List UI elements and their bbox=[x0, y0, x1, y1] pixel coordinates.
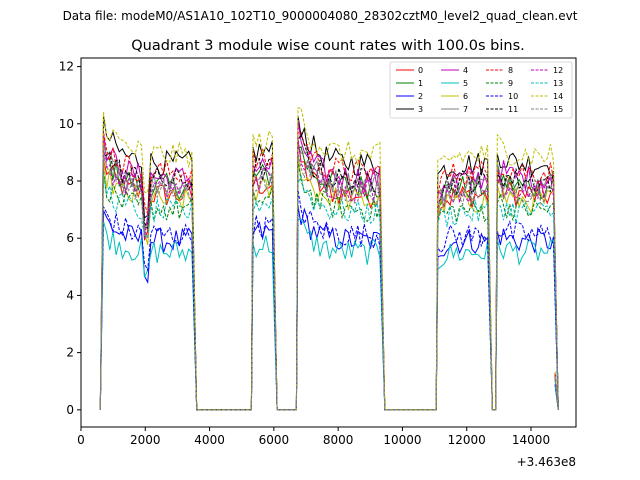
series-line-2 bbox=[99, 205, 559, 411]
x-tick-label: 2000 bbox=[130, 433, 161, 447]
series-line-15 bbox=[99, 153, 559, 411]
series-layer bbox=[99, 107, 559, 411]
series-line-8 bbox=[99, 132, 559, 411]
x-tick-label: 10000 bbox=[383, 433, 421, 447]
series-line-7 bbox=[99, 143, 559, 411]
legend-label-10: 10 bbox=[508, 92, 518, 101]
series-line-11 bbox=[99, 132, 559, 411]
legend-label-6: 6 bbox=[463, 92, 468, 101]
x-axis-offset-label: +3.463e8 bbox=[517, 455, 576, 469]
series-line-4 bbox=[99, 119, 559, 411]
legend-label-12: 12 bbox=[553, 66, 563, 75]
y-tick-label: 0 bbox=[66, 403, 74, 417]
x-tick-label: 6000 bbox=[259, 433, 290, 447]
x-tick-label: 4000 bbox=[194, 433, 225, 447]
legend-label-0: 0 bbox=[418, 66, 423, 75]
legend-label-15: 15 bbox=[553, 105, 563, 114]
x-tick-label: 8000 bbox=[323, 433, 354, 447]
legend-label-14: 14 bbox=[553, 92, 563, 101]
x-tick-label: 12000 bbox=[448, 433, 486, 447]
legend-frame bbox=[389, 61, 573, 119]
series-line-14 bbox=[99, 107, 559, 411]
y-axis: 0 2 4 6 8 10 12 bbox=[59, 60, 81, 417]
chart-title: Quadrant 3 module wise count rates with … bbox=[131, 38, 525, 54]
legend-label-13: 13 bbox=[553, 79, 563, 88]
legend-label-9: 9 bbox=[508, 79, 513, 88]
legend-label-4: 4 bbox=[463, 66, 468, 75]
series-line-12 bbox=[99, 136, 559, 411]
legend-label-11: 11 bbox=[508, 105, 518, 114]
plot-frame bbox=[80, 57, 577, 428]
legend-label-7: 7 bbox=[463, 105, 468, 114]
y-tick-label: 8 bbox=[66, 174, 74, 188]
series-line-10 bbox=[99, 189, 559, 411]
legend-label-3: 3 bbox=[418, 105, 423, 114]
y-tick-label: 12 bbox=[59, 60, 74, 74]
series-line-13 bbox=[99, 174, 559, 411]
y-tick-label: 4 bbox=[66, 288, 74, 302]
x-tick-label: 14000 bbox=[512, 433, 550, 447]
legend-label-8: 8 bbox=[508, 66, 513, 75]
x-tick-label: 0 bbox=[77, 433, 85, 447]
series-line-3 bbox=[99, 115, 559, 411]
plot-area bbox=[80, 57, 577, 428]
x-axis: 0 2000 4000 6000 8000 10000 12000 14000 bbox=[77, 427, 550, 447]
y-tick-label: 6 bbox=[66, 231, 74, 245]
chart-suptitle: Data file: modeM0/AS1A10_102T10_90000040… bbox=[63, 9, 578, 23]
legend-label-2: 2 bbox=[418, 92, 423, 101]
legend-label-5: 5 bbox=[463, 79, 468, 88]
series-line-5 bbox=[99, 218, 559, 411]
y-tick-label: 10 bbox=[59, 117, 74, 131]
legend-label-1: 1 bbox=[418, 79, 423, 88]
y-tick-label: 2 bbox=[66, 346, 74, 360]
